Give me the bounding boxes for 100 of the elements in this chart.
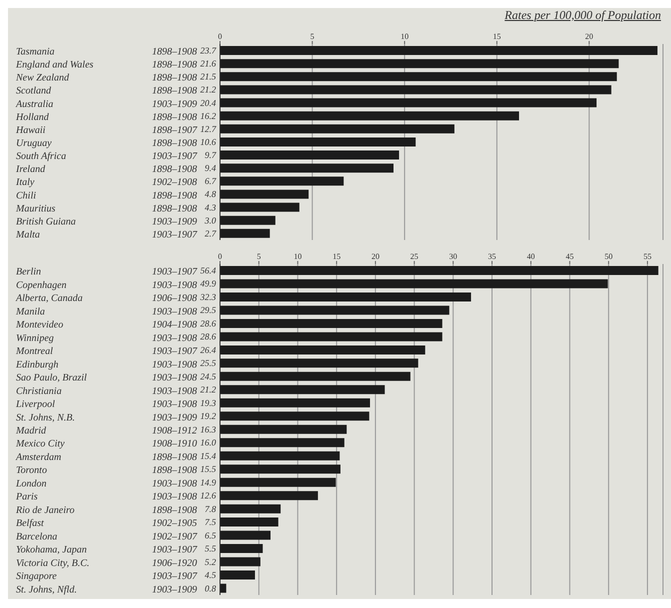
category-label: Christiania 1903–1908 xyxy=(16,386,197,397)
x-tick-label: 35 xyxy=(488,252,496,261)
bar xyxy=(220,176,344,186)
bar xyxy=(220,137,416,146)
bar xyxy=(220,292,472,302)
data-label: 4.8 xyxy=(204,189,216,200)
category-label: Sao Paulo, Brazil 1903–1908 xyxy=(16,372,197,384)
bar xyxy=(220,372,410,381)
bar xyxy=(220,398,370,408)
x-tick-label: 10 xyxy=(400,32,409,41)
data-label: 5.2 xyxy=(204,556,216,567)
data-label: 24.5 xyxy=(200,371,216,382)
category-label: Copenhagen 1903–1908 xyxy=(16,280,197,291)
category-label: Barcelona 1902–1907 xyxy=(16,531,197,542)
category-label: Tasmania 1898–1908 xyxy=(16,46,197,58)
bar xyxy=(220,190,309,199)
data-label: 12.7 xyxy=(200,124,216,134)
data-label: 15.4 xyxy=(200,450,216,461)
bar xyxy=(220,150,400,160)
bar xyxy=(220,164,394,173)
bar xyxy=(220,306,450,315)
bar xyxy=(220,385,385,394)
data-label: 12.6 xyxy=(200,490,216,501)
data-label: 4.3 xyxy=(204,202,216,212)
bar xyxy=(220,72,617,82)
category-label: Holland 1898–1908 xyxy=(16,112,197,123)
x-tick-label: 45 xyxy=(566,252,574,261)
bar xyxy=(220,59,619,68)
category-label: Alberta, Canada 1906–1908 xyxy=(16,293,197,304)
data-label: 20.4 xyxy=(200,98,216,108)
bar xyxy=(220,570,255,580)
data-label: 28.6 xyxy=(200,332,216,342)
data-label: 15.5 xyxy=(200,464,216,474)
bar xyxy=(220,478,336,487)
category-label: Italy 1902–1908 xyxy=(16,177,197,188)
x-tick-label: 50 xyxy=(604,252,613,261)
data-label: 21.6 xyxy=(200,58,216,69)
category-label: Edinburgh 1903–1908 xyxy=(16,359,197,370)
category-label: Hawaii 1898–1907 xyxy=(16,124,197,136)
bar xyxy=(220,46,658,55)
category-label: Winnipeg 1903–1908 xyxy=(16,332,197,344)
bar xyxy=(220,345,426,354)
category-label: Mexico City 1908–1910 xyxy=(16,438,197,450)
category-label: England and Wales 1898–1908 xyxy=(16,60,197,71)
bar xyxy=(220,124,454,134)
data-label: 29.5 xyxy=(200,305,216,316)
data-label: 21.2 xyxy=(200,84,216,95)
category-label: Madrid 1908–1912 xyxy=(16,426,197,436)
data-label: 9.4 xyxy=(204,163,216,174)
data-label: 5.5 xyxy=(204,544,216,554)
data-label: 6.5 xyxy=(204,530,216,540)
category-label: South Africa 1903–1907 xyxy=(16,151,197,162)
category-label: Chili 1898–1908 xyxy=(16,190,197,202)
data-label: 19.3 xyxy=(200,398,216,408)
category-label: Liverpool 1903–1908 xyxy=(16,399,197,410)
bar xyxy=(220,451,340,460)
bar xyxy=(220,279,608,288)
category-label: Rio de Janeiro 1898–1908 xyxy=(16,504,197,516)
bar xyxy=(220,464,340,474)
bar xyxy=(220,216,276,225)
category-label: Victoria City, B.C. 1906–1920 xyxy=(16,558,197,569)
bar xyxy=(220,544,263,554)
data-label: 16.2 xyxy=(200,110,216,121)
data-label: 56.4 xyxy=(200,266,216,276)
x-tick-label: 5 xyxy=(256,252,261,261)
category-label: Malta 1903–1907 xyxy=(16,229,197,240)
data-label: 6.7 xyxy=(204,176,216,186)
data-label: 10.6 xyxy=(200,136,216,147)
data-label: 49.9 xyxy=(200,278,216,289)
category-label: Amsterdam 1898–1908 xyxy=(16,452,197,463)
category-label: Scotland 1898–1908 xyxy=(16,86,197,97)
bar xyxy=(220,412,370,421)
bar xyxy=(220,518,278,527)
data-label: 23.7 xyxy=(200,46,216,56)
data-label: 19.2 xyxy=(200,411,216,422)
bar xyxy=(220,358,418,368)
x-tick-label: 20 xyxy=(585,32,594,41)
data-label: 32.3 xyxy=(199,292,216,302)
x-tick-label: 0 xyxy=(218,32,222,41)
bar xyxy=(220,438,344,448)
bar xyxy=(220,202,300,212)
category-label: Berlin 1903–1907 xyxy=(16,266,197,278)
x-tick-label: 20 xyxy=(371,252,380,261)
x-tick-label: 15 xyxy=(332,252,341,261)
x-tick-label: 10 xyxy=(294,252,302,261)
data-label: 3.0 xyxy=(204,215,216,226)
category-label: Yokohama, Japan 1903–1907 xyxy=(16,544,197,556)
bar xyxy=(220,530,271,540)
data-label: 25.5 xyxy=(200,358,216,368)
bar xyxy=(220,111,520,120)
data-label: 9.7 xyxy=(204,150,216,160)
category-label: St. Johns, Nfld. 1903–1909 xyxy=(16,584,197,596)
category-label: Uruguay 1898–1908 xyxy=(16,138,197,149)
data-label: 7.5 xyxy=(204,517,216,528)
category-label: Mauritius 1898–1908 xyxy=(16,203,197,214)
category-label: Australia 1903–1909 xyxy=(16,98,197,110)
category-label: Singapore 1903–1907 xyxy=(16,571,197,582)
data-label: 0.8 xyxy=(204,583,216,594)
category-label: New Zealand 1898–1908 xyxy=(16,72,197,84)
bar xyxy=(220,318,442,328)
